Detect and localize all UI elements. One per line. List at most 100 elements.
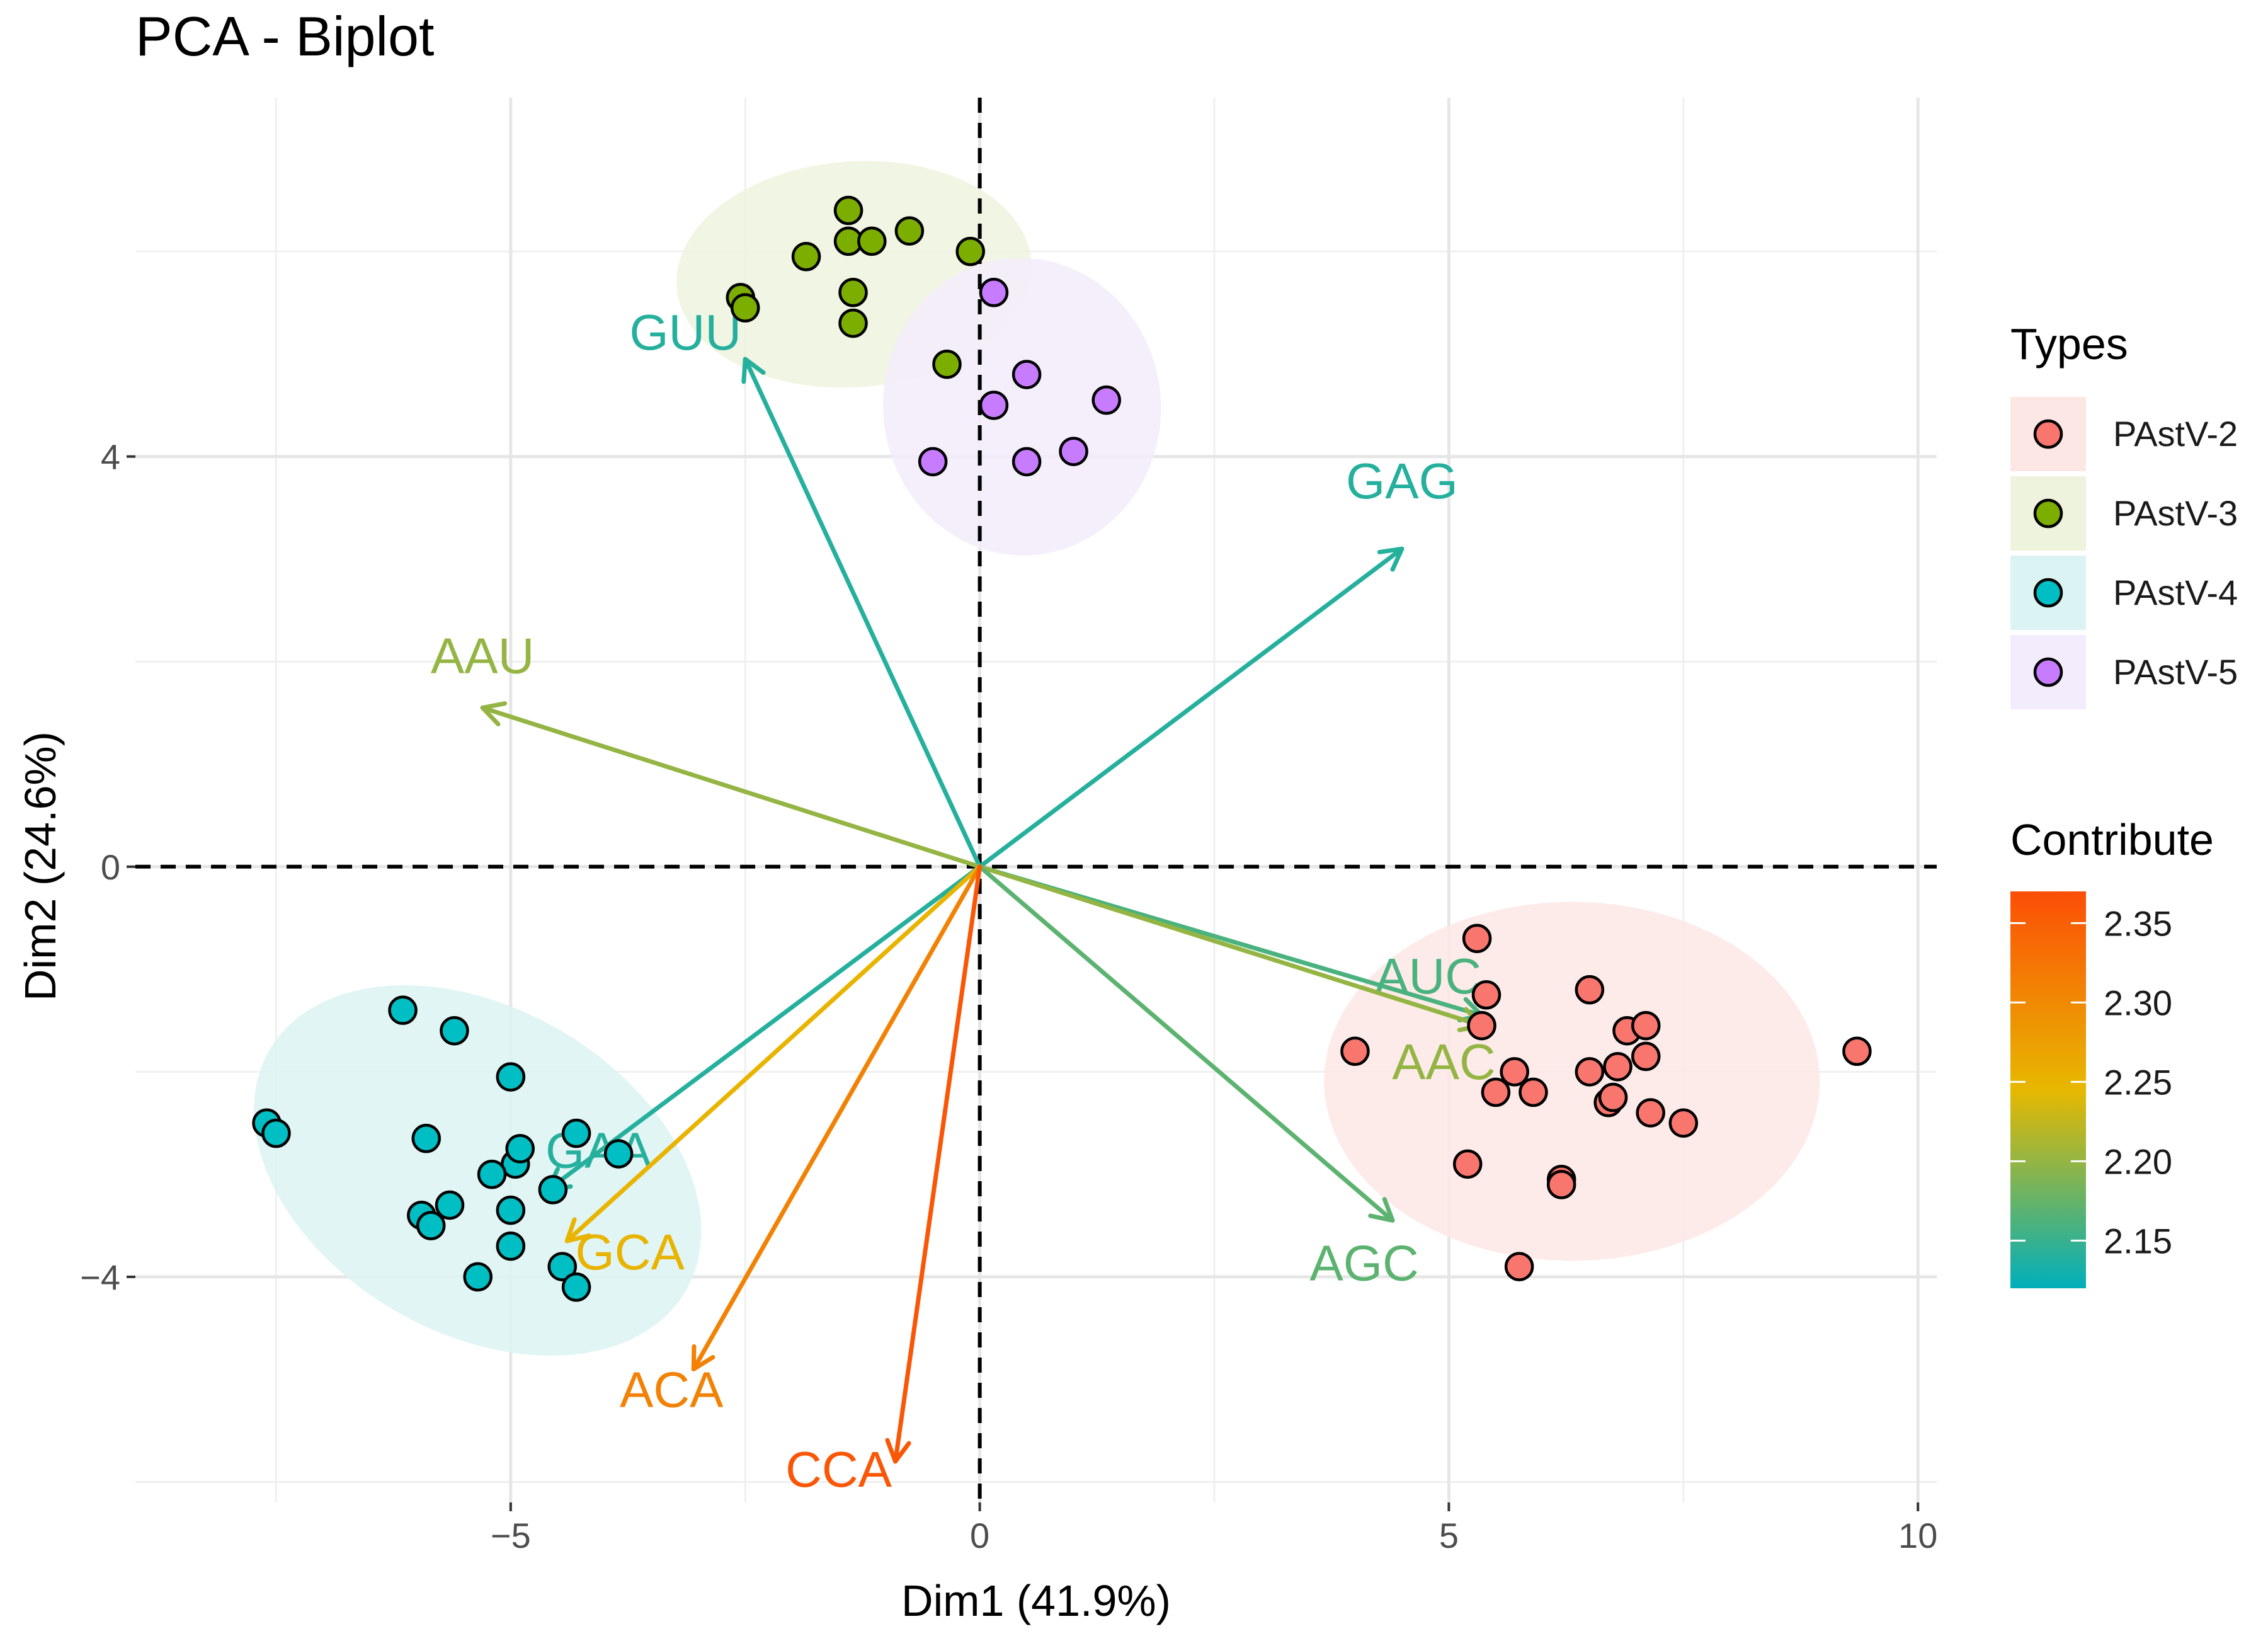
group-ellipses [254,161,1820,1356]
variable-label-aau: AAU [431,628,535,684]
data-point [857,226,887,256]
series-pastv-5 [918,278,1121,477]
data-point [894,216,925,246]
types-legend: Types PAstV-2 PAstV-3 PAstV-4 PAstV-5 [2010,319,2238,709]
y-axis-ticks: −4 0 4 [80,437,135,1297]
arrow-head [564,1217,591,1244]
data-point [1631,1010,1661,1041]
variable-label-agc: AGC [1309,1235,1418,1291]
individual-points [252,195,1872,1302]
arrow-aau: AAU [431,628,983,869]
x-axis-title: Dim1 (41.9%) [901,1576,1171,1625]
data-point [547,1252,578,1281]
data-point [1631,1041,1661,1072]
x-tick-label: 5 [1439,1516,1459,1555]
y-axis-title: Dim2 (24.6%) [16,731,65,1001]
types-legend-title: Types [2010,319,2128,369]
data-point [1575,975,1605,1005]
x-tick-label: −5 [491,1516,531,1555]
variable-label-gag: GAG [1346,453,1458,509]
data-point [1500,1057,1529,1087]
data-point [1059,437,1088,466]
y-tick-label: 0 [101,847,120,887]
arrow-head [1368,1197,1395,1223]
legend-entry-pastv-3: PAstV-3 [2010,476,2238,551]
data-point [496,1195,526,1225]
ellipse-pastv-2 [1324,901,1820,1261]
data-point [1504,1252,1534,1281]
data-point [1452,1149,1483,1179]
arrow-head [885,1438,911,1464]
x-tick-label: 10 [1898,1516,1937,1555]
data-point [918,447,948,477]
data-point [833,195,863,226]
data-point [1467,1010,1496,1041]
arrow-shaft [977,864,1395,1223]
data-point [1546,1170,1576,1199]
legend-label: PAstV-4 [2113,573,2238,612]
chart-title: PCA - Biplot [135,5,434,67]
colorbar-tick-label: 2.30 [2104,983,2172,1022]
series-pastv-2 [1340,924,1872,1281]
variable-label-guu: GUU [629,304,741,360]
arrow-gaa: GAA [545,864,983,1193]
data-point [1603,1051,1633,1082]
data-point [561,1272,591,1302]
arrow-shaft [480,706,983,869]
legend-key-point [2033,419,2063,449]
data-point [538,1175,568,1204]
data-point [1519,1077,1548,1107]
data-point [1598,1082,1628,1113]
legend-entry-pastv-2: PAstV-2 [2010,397,2238,471]
arrow-cca: CCA [785,864,983,1497]
colorbar-tick-label: 2.20 [2104,1141,2172,1181]
legend-key-point [2033,498,2063,529]
arrow-head [480,701,507,727]
colorbar-tick-label: 2.25 [2104,1062,2172,1102]
x-axis-ticks: −5 0 5 10 [491,1502,1937,1555]
data-point [496,1231,526,1261]
series-pastv-4 [252,995,634,1302]
variable-arrows: GUU GAG AAU AUC AAC AGC GAA GCA ACA CCA [431,304,1496,1497]
data-point [416,1211,446,1240]
legend-label: PAstV-5 [2113,652,2238,692]
variable-label-cca: CCA [785,1441,892,1497]
legend-entry-pastv-5: PAstV-5 [2010,635,2238,709]
colorbar-tick-label: 2.35 [2104,903,2172,943]
data-point [463,1262,493,1292]
data-point [979,391,1009,420]
variable-label-aca: ACA [620,1361,724,1417]
x-tick-label: 0 [970,1516,989,1555]
data-point [477,1159,507,1189]
variable-label-aac: AAC [1392,1034,1496,1090]
data-point [603,1139,634,1169]
arrow-shaft [545,864,983,1193]
arrow-shaft [564,864,983,1244]
variable-label-gaa: GAA [545,1123,652,1179]
arrow-head [741,357,766,384]
data-point [1471,980,1502,1010]
data-point [1011,447,1042,477]
data-point [1462,924,1492,953]
ellipse-pastv-5 [883,258,1161,556]
data-point [561,1118,591,1148]
data-point [1091,385,1121,415]
data-point [261,1118,291,1148]
ellipse-pastv-4 [254,985,702,1356]
arrow-guu: GUU [629,304,983,869]
data-point [496,1062,526,1092]
arrow-shaft [743,357,983,869]
arrow-gca: GCA [564,864,983,1280]
data-point [1011,360,1042,389]
data-point [1636,1098,1665,1128]
arrow-shaft [977,546,1405,869]
data-point [730,293,760,323]
legend-label: PAstV-2 [2113,414,2238,454]
arrow-head [1377,546,1405,572]
data-point [979,278,1009,307]
arrow-gag: GAG [977,453,1458,869]
variable-label-gca: GCA [576,1224,685,1280]
data-point [435,1190,465,1220]
data-point [791,242,821,272]
arrow-shaft [893,864,983,1464]
